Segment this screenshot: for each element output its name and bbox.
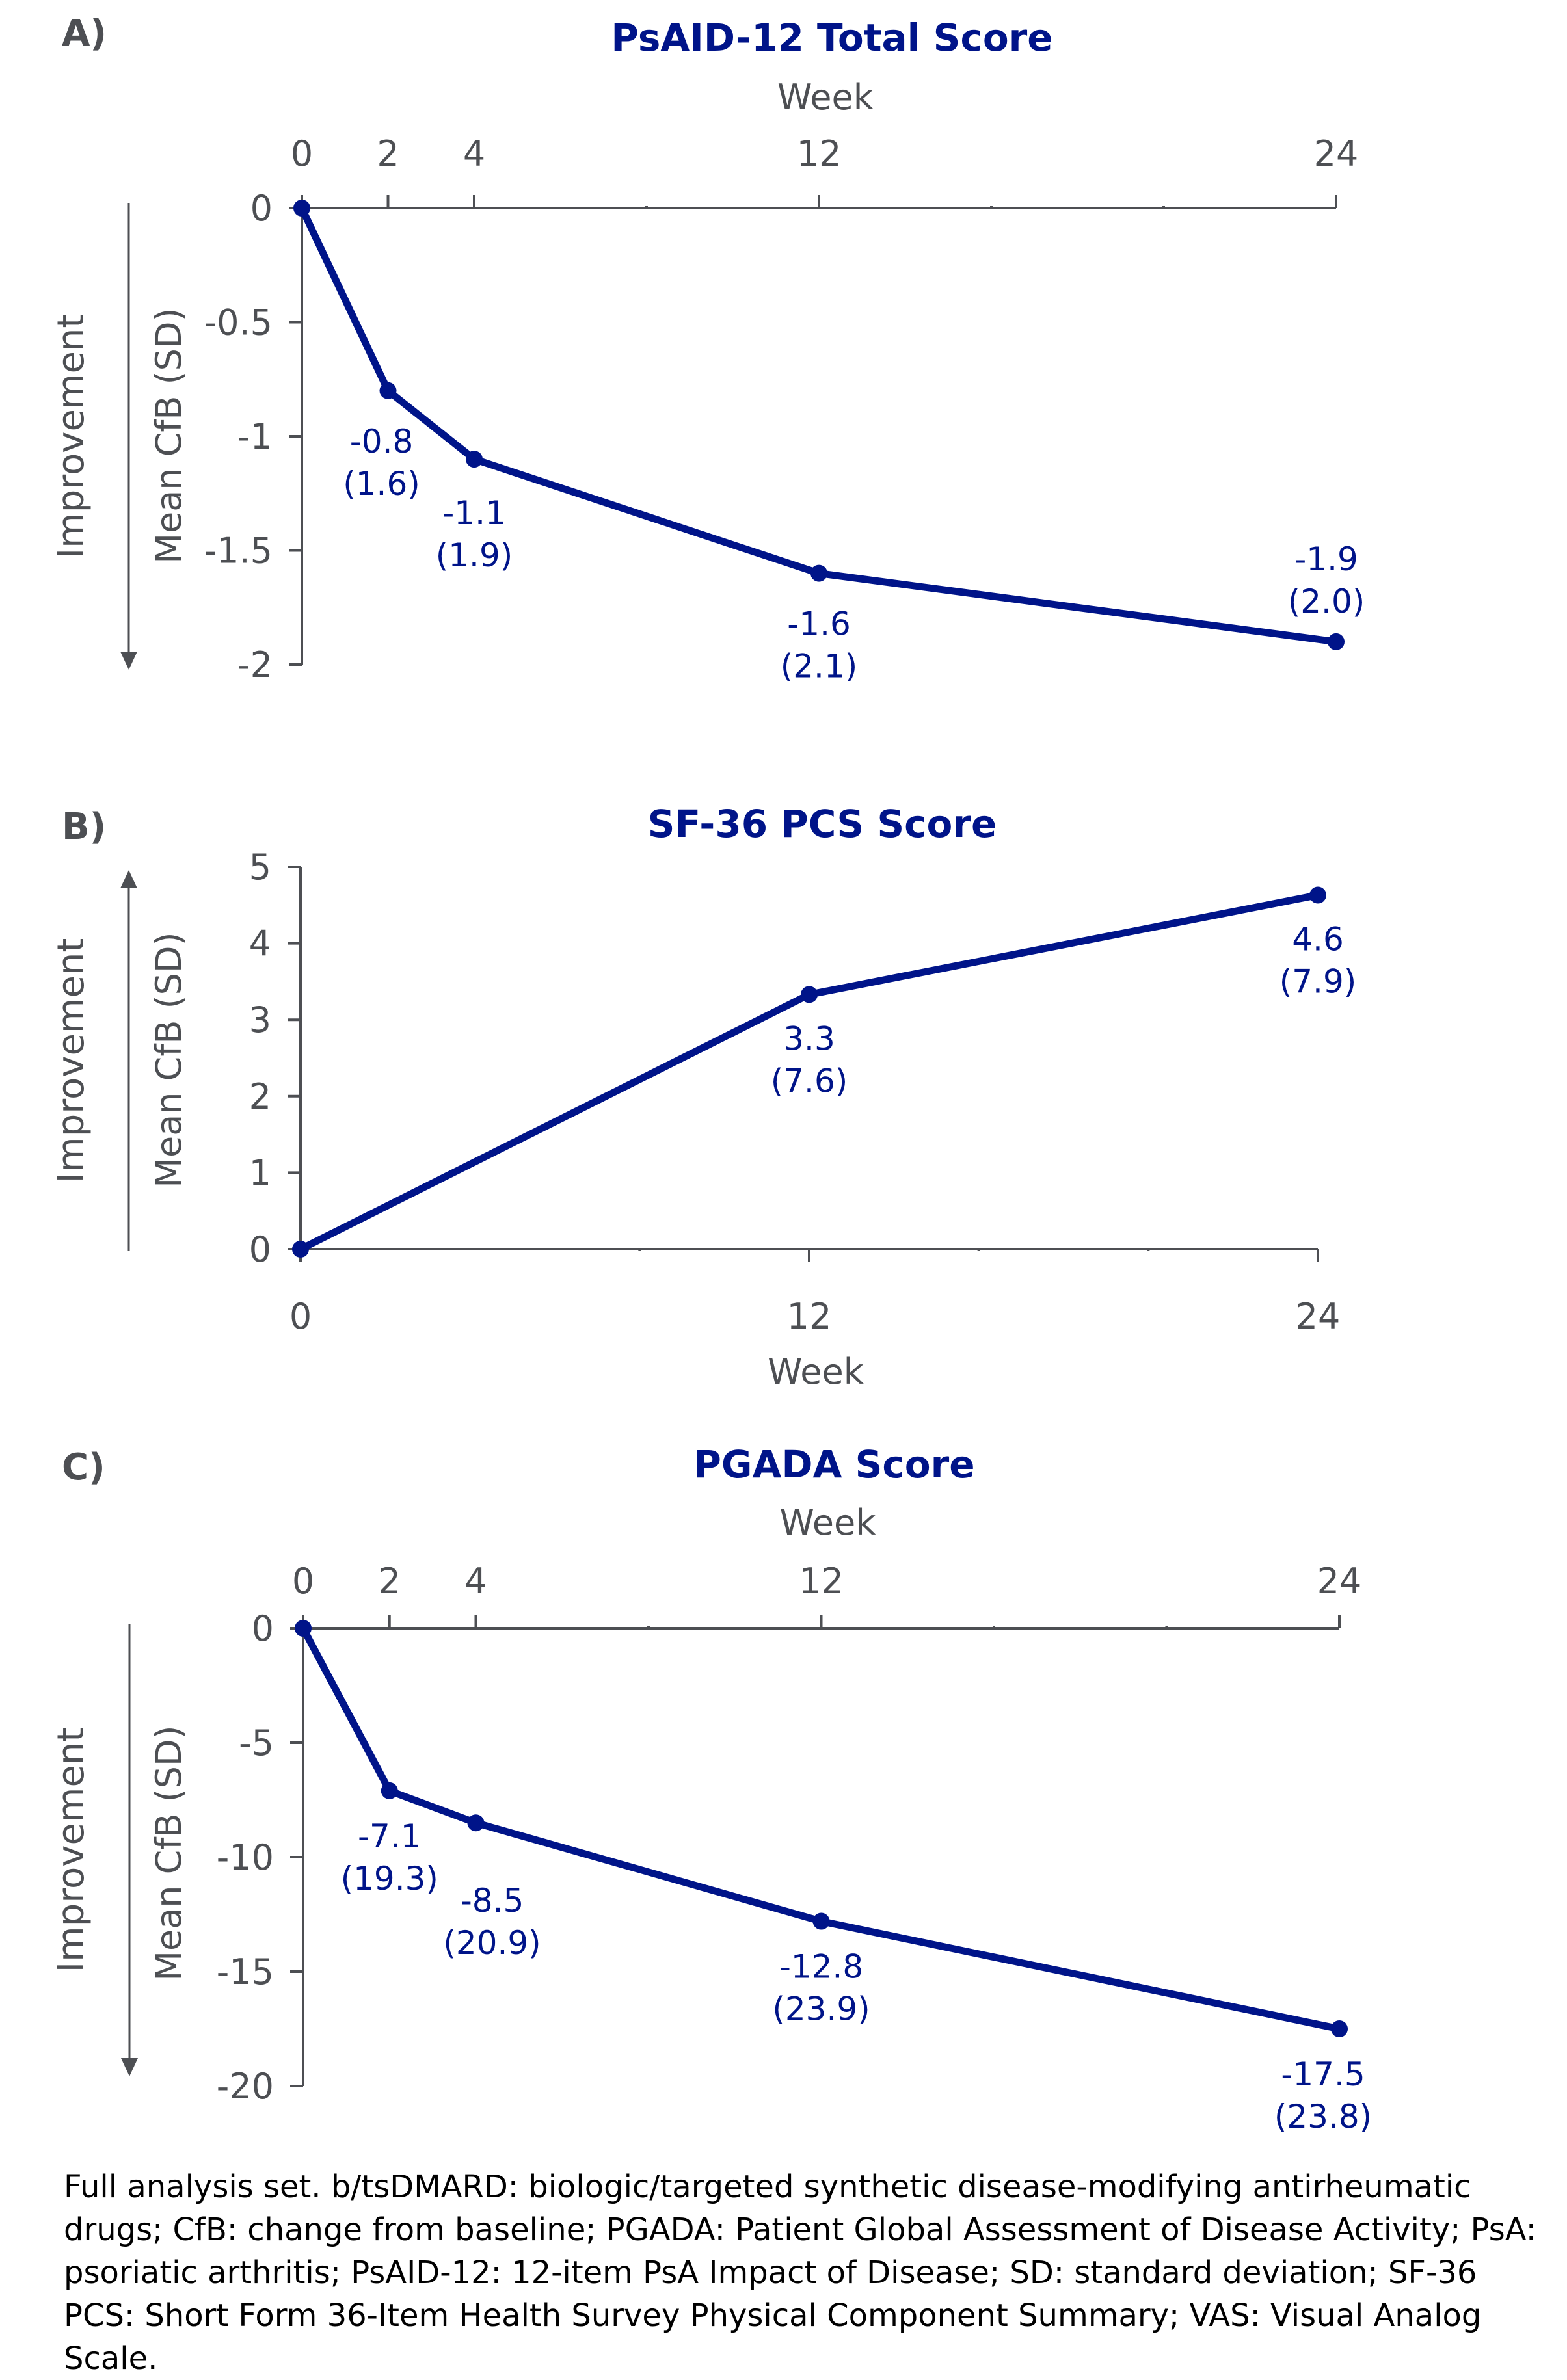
panel-c-y-tick-label: -5 — [239, 1723, 274, 1764]
panel-c-data-label-sd: (23.8) — [1274, 2098, 1372, 2135]
panel-b-y-tick-label: 3 — [249, 999, 271, 1040]
panel-c-title: PGADA Score — [693, 1442, 974, 1487]
panel-a-x-tick-label: 0 — [291, 133, 313, 174]
panel-b-x-tick-label: 12 — [787, 1296, 832, 1337]
panel-b-y-axis-title: Mean CfB (SD) — [148, 932, 189, 1187]
panel-c-y-tick-label: -20 — [217, 2066, 274, 2107]
panel-b-y-tick-label: 5 — [249, 847, 271, 888]
panel-a-data-label-sd: (2.0) — [1288, 583, 1365, 620]
panel-c-y-axis-title: Mean CfB (SD) — [148, 1725, 189, 1981]
panel-c-y-tick-label: -10 — [217, 1837, 274, 1878]
panel-c-data-label-sd: (20.9) — [443, 1924, 541, 1962]
panel-c-y-tick-label: 0 — [252, 1608, 274, 1649]
panel-c-data-label-sd: (19.3) — [341, 1860, 438, 1897]
panel-b-title: SF-36 PCS Score — [648, 802, 997, 846]
panel-b-data-point — [292, 1241, 309, 1258]
panel-a-title: PsAID-12 Total Score — [611, 16, 1052, 60]
panel-b-arrow-up-icon — [120, 870, 137, 888]
panel-c-data-label-mean: -17.5 — [1281, 2056, 1365, 2093]
panel-c-data-point — [381, 1782, 398, 1799]
panel-a-x-tick-label: 2 — [377, 133, 399, 174]
panel-a-y-tick-label: -2 — [237, 644, 273, 685]
panel-c-y-tick-label: -15 — [217, 1951, 274, 1992]
panel-b-data-point — [1309, 886, 1326, 904]
panel-a-x-tick-label: 24 — [1314, 133, 1359, 174]
panel-a-data-label-mean: -0.8 — [350, 423, 414, 460]
panel-b-data-label-sd: (7.9) — [1279, 963, 1357, 1001]
footnote: Full analysis set. b/tsDMARD: biologic/t… — [64, 2169, 1536, 2377]
panel-c-data-point — [812, 1912, 830, 1930]
panel-b-y-tick-label: 1 — [249, 1152, 271, 1193]
panel-c-improvement-label: Improvement — [50, 1728, 92, 1973]
panel-a-y-tick-label: 0 — [250, 188, 273, 229]
panel-b-letter: B) — [62, 806, 106, 848]
panel-b-x-tick-label: 24 — [1296, 1296, 1341, 1337]
panel-c-data-label-mean: -8.5 — [461, 1882, 524, 1920]
panel-a-letter: A) — [62, 12, 107, 55]
panel-a-data-label-sd: (2.1) — [781, 648, 858, 685]
panel-a-y-tick-label: -1.5 — [204, 531, 273, 572]
panel-c-data-label-sd: (23.9) — [772, 1990, 870, 2028]
panel-b-data-label-sd: (7.6) — [771, 1062, 848, 1100]
panel-a-y-tick-label: -0.5 — [204, 302, 273, 343]
panel-b-improvement-label: Improvement — [50, 938, 92, 1183]
panel-b-data-label-mean: 3.3 — [783, 1020, 835, 1057]
panel-a-data-point — [466, 451, 483, 468]
panel-a-x-axis-title: Week — [777, 77, 874, 118]
panel-b-data-point — [801, 986, 818, 1003]
panel-b-y-tick-label: 2 — [249, 1076, 271, 1117]
panel-b-x-tick-label: 0 — [289, 1296, 312, 1337]
panel-a-data-label-mean: -1.1 — [442, 494, 506, 532]
panel-a-data-point — [293, 200, 310, 217]
panel-c-x-tick-label: 4 — [464, 1561, 487, 1602]
panel-b-data-label-mean: 4.6 — [1292, 921, 1344, 959]
panel-a-data-label-sd: (1.9) — [436, 536, 513, 574]
panel-c-data-point — [295, 1620, 312, 1637]
panel-a-data-point — [379, 382, 397, 399]
panel-a-y-axis-title: Mean CfB (SD) — [148, 308, 189, 563]
panel-c-x-tick-label: 24 — [1317, 1561, 1362, 1602]
panel-c-letter: C) — [62, 1446, 105, 1488]
panel-a-data-label-sd: (1.6) — [343, 465, 420, 503]
panel-b-x-axis-title: Week — [768, 1351, 864, 1392]
panel-a-x-tick-label: 12 — [797, 133, 842, 174]
panel-b-y-tick-label: 4 — [249, 923, 271, 964]
panel-a-arrow-down-icon — [120, 652, 137, 670]
panel-c-x-tick-label: 12 — [799, 1561, 844, 1602]
panel-c-x-tick-label: 0 — [292, 1561, 314, 1602]
panel-a-improvement-label: Improvement — [50, 314, 92, 559]
panel-c-x-axis-title: Week — [780, 1502, 877, 1543]
panel-c-data-point — [1331, 2020, 1348, 2037]
panel-c-data-point — [467, 1814, 485, 1832]
panel-a-data-label-mean: -1.6 — [787, 605, 851, 643]
panel-a-x-tick-label: 4 — [463, 133, 485, 174]
panel-a-data-label-mean: -1.9 — [1294, 540, 1358, 578]
panel-a-data-point — [810, 564, 827, 582]
panel-a-data-point — [1328, 633, 1345, 650]
panel-a-y-tick-label: -1 — [237, 416, 273, 457]
panel-c-arrow-down-icon — [121, 2058, 138, 2076]
panel-c-x-tick-label: 2 — [379, 1561, 401, 1602]
panel-c-data-label-mean: -12.8 — [779, 1948, 863, 1986]
panel-b-y-tick-label: 0 — [249, 1229, 271, 1270]
panel-c-data-label-mean: -7.1 — [358, 1818, 422, 1855]
